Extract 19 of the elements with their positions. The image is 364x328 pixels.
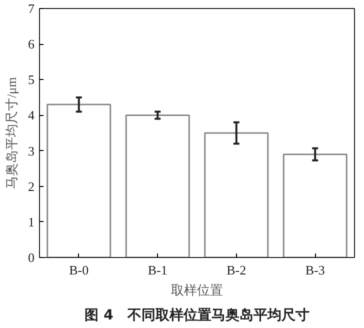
y-tick-label: 3 bbox=[28, 143, 34, 158]
x-tick-label: B-0 bbox=[69, 262, 89, 278]
x-tick-label: B-3 bbox=[305, 262, 325, 278]
bar bbox=[204, 132, 269, 258]
bar bbox=[46, 104, 112, 258]
x-tick-label: B-1 bbox=[148, 262, 168, 278]
x-tick-label: B-2 bbox=[226, 262, 246, 278]
y-tick-label: 0 bbox=[28, 250, 34, 265]
text: 图 4 不同取样位置马奥岛平均尺寸 bbox=[84, 308, 310, 324]
y-tick-label: 1 bbox=[28, 214, 34, 230]
bar bbox=[125, 114, 190, 258]
y-tick-label: 5 bbox=[28, 72, 34, 88]
bar bbox=[282, 154, 348, 258]
y-tick-label: 7 bbox=[28, 1, 35, 16]
y-tick-label: 6 bbox=[28, 36, 35, 52]
y-axis-title: 马奥岛平均尺寸/μm bbox=[4, 77, 19, 189]
y-tick-label: 2 bbox=[28, 178, 34, 194]
x-axis-title: 取样位置 bbox=[171, 282, 223, 298]
y-tick-label: 4 bbox=[28, 108, 35, 123]
